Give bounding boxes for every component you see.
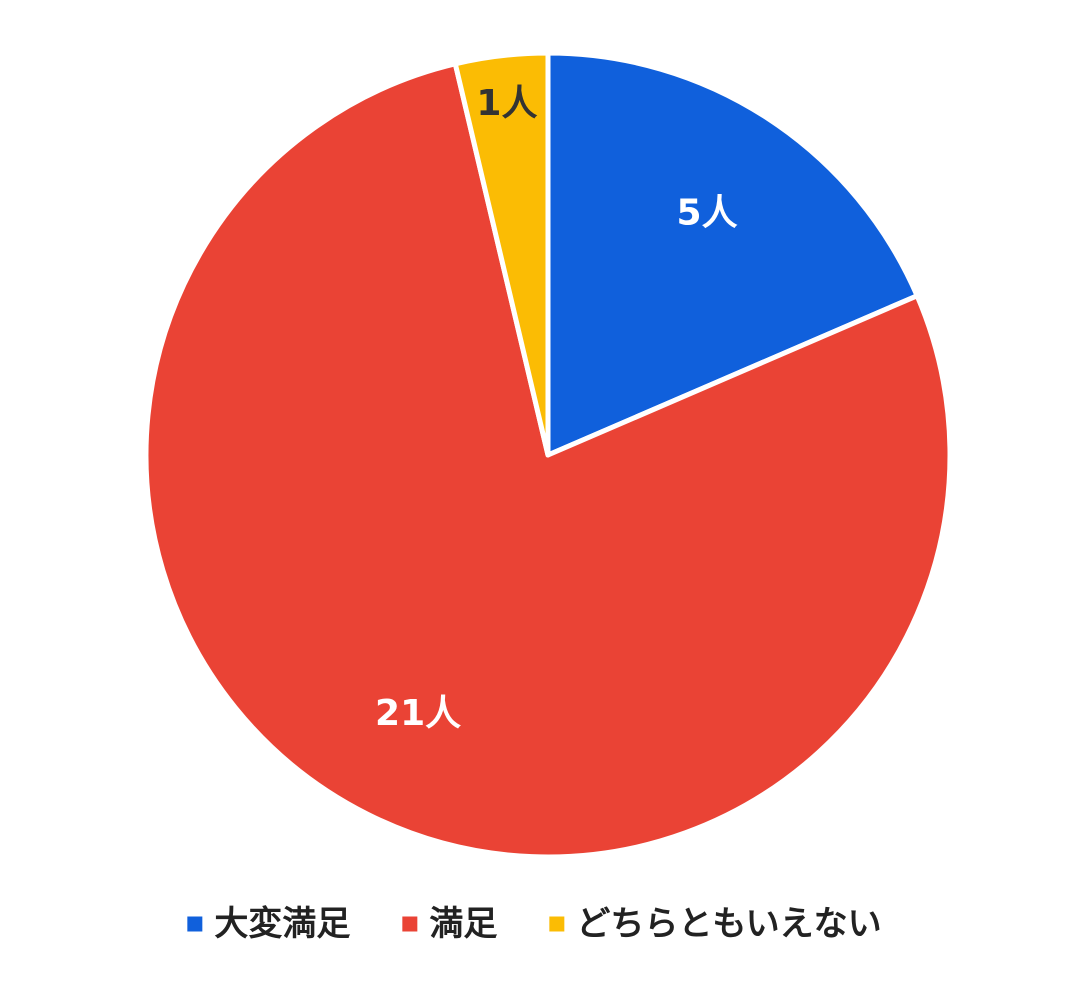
chart-legend: 大変満足 満足 どちらともいえない xyxy=(187,904,882,944)
legend-label-2: 満足 xyxy=(429,904,497,944)
legend-label-1: 大変満足 xyxy=(214,904,350,944)
legend-swatch-1 xyxy=(187,916,203,932)
pie-slice-1 xyxy=(545,50,920,458)
data-label-3: 1人 xyxy=(476,83,537,124)
legend-swatch-2 xyxy=(402,916,418,932)
data-label-1: 5人 xyxy=(677,193,738,234)
pie-data-labels: 5人 21人 1人 xyxy=(375,83,738,734)
legend-swatch-3 xyxy=(549,916,565,932)
pie-slice-2 xyxy=(143,61,953,860)
pie-slice-3 xyxy=(452,50,551,458)
pie-slices xyxy=(143,50,953,860)
legend-label-3: どちらともいえない xyxy=(576,904,881,944)
data-label-2: 21人 xyxy=(375,693,461,734)
